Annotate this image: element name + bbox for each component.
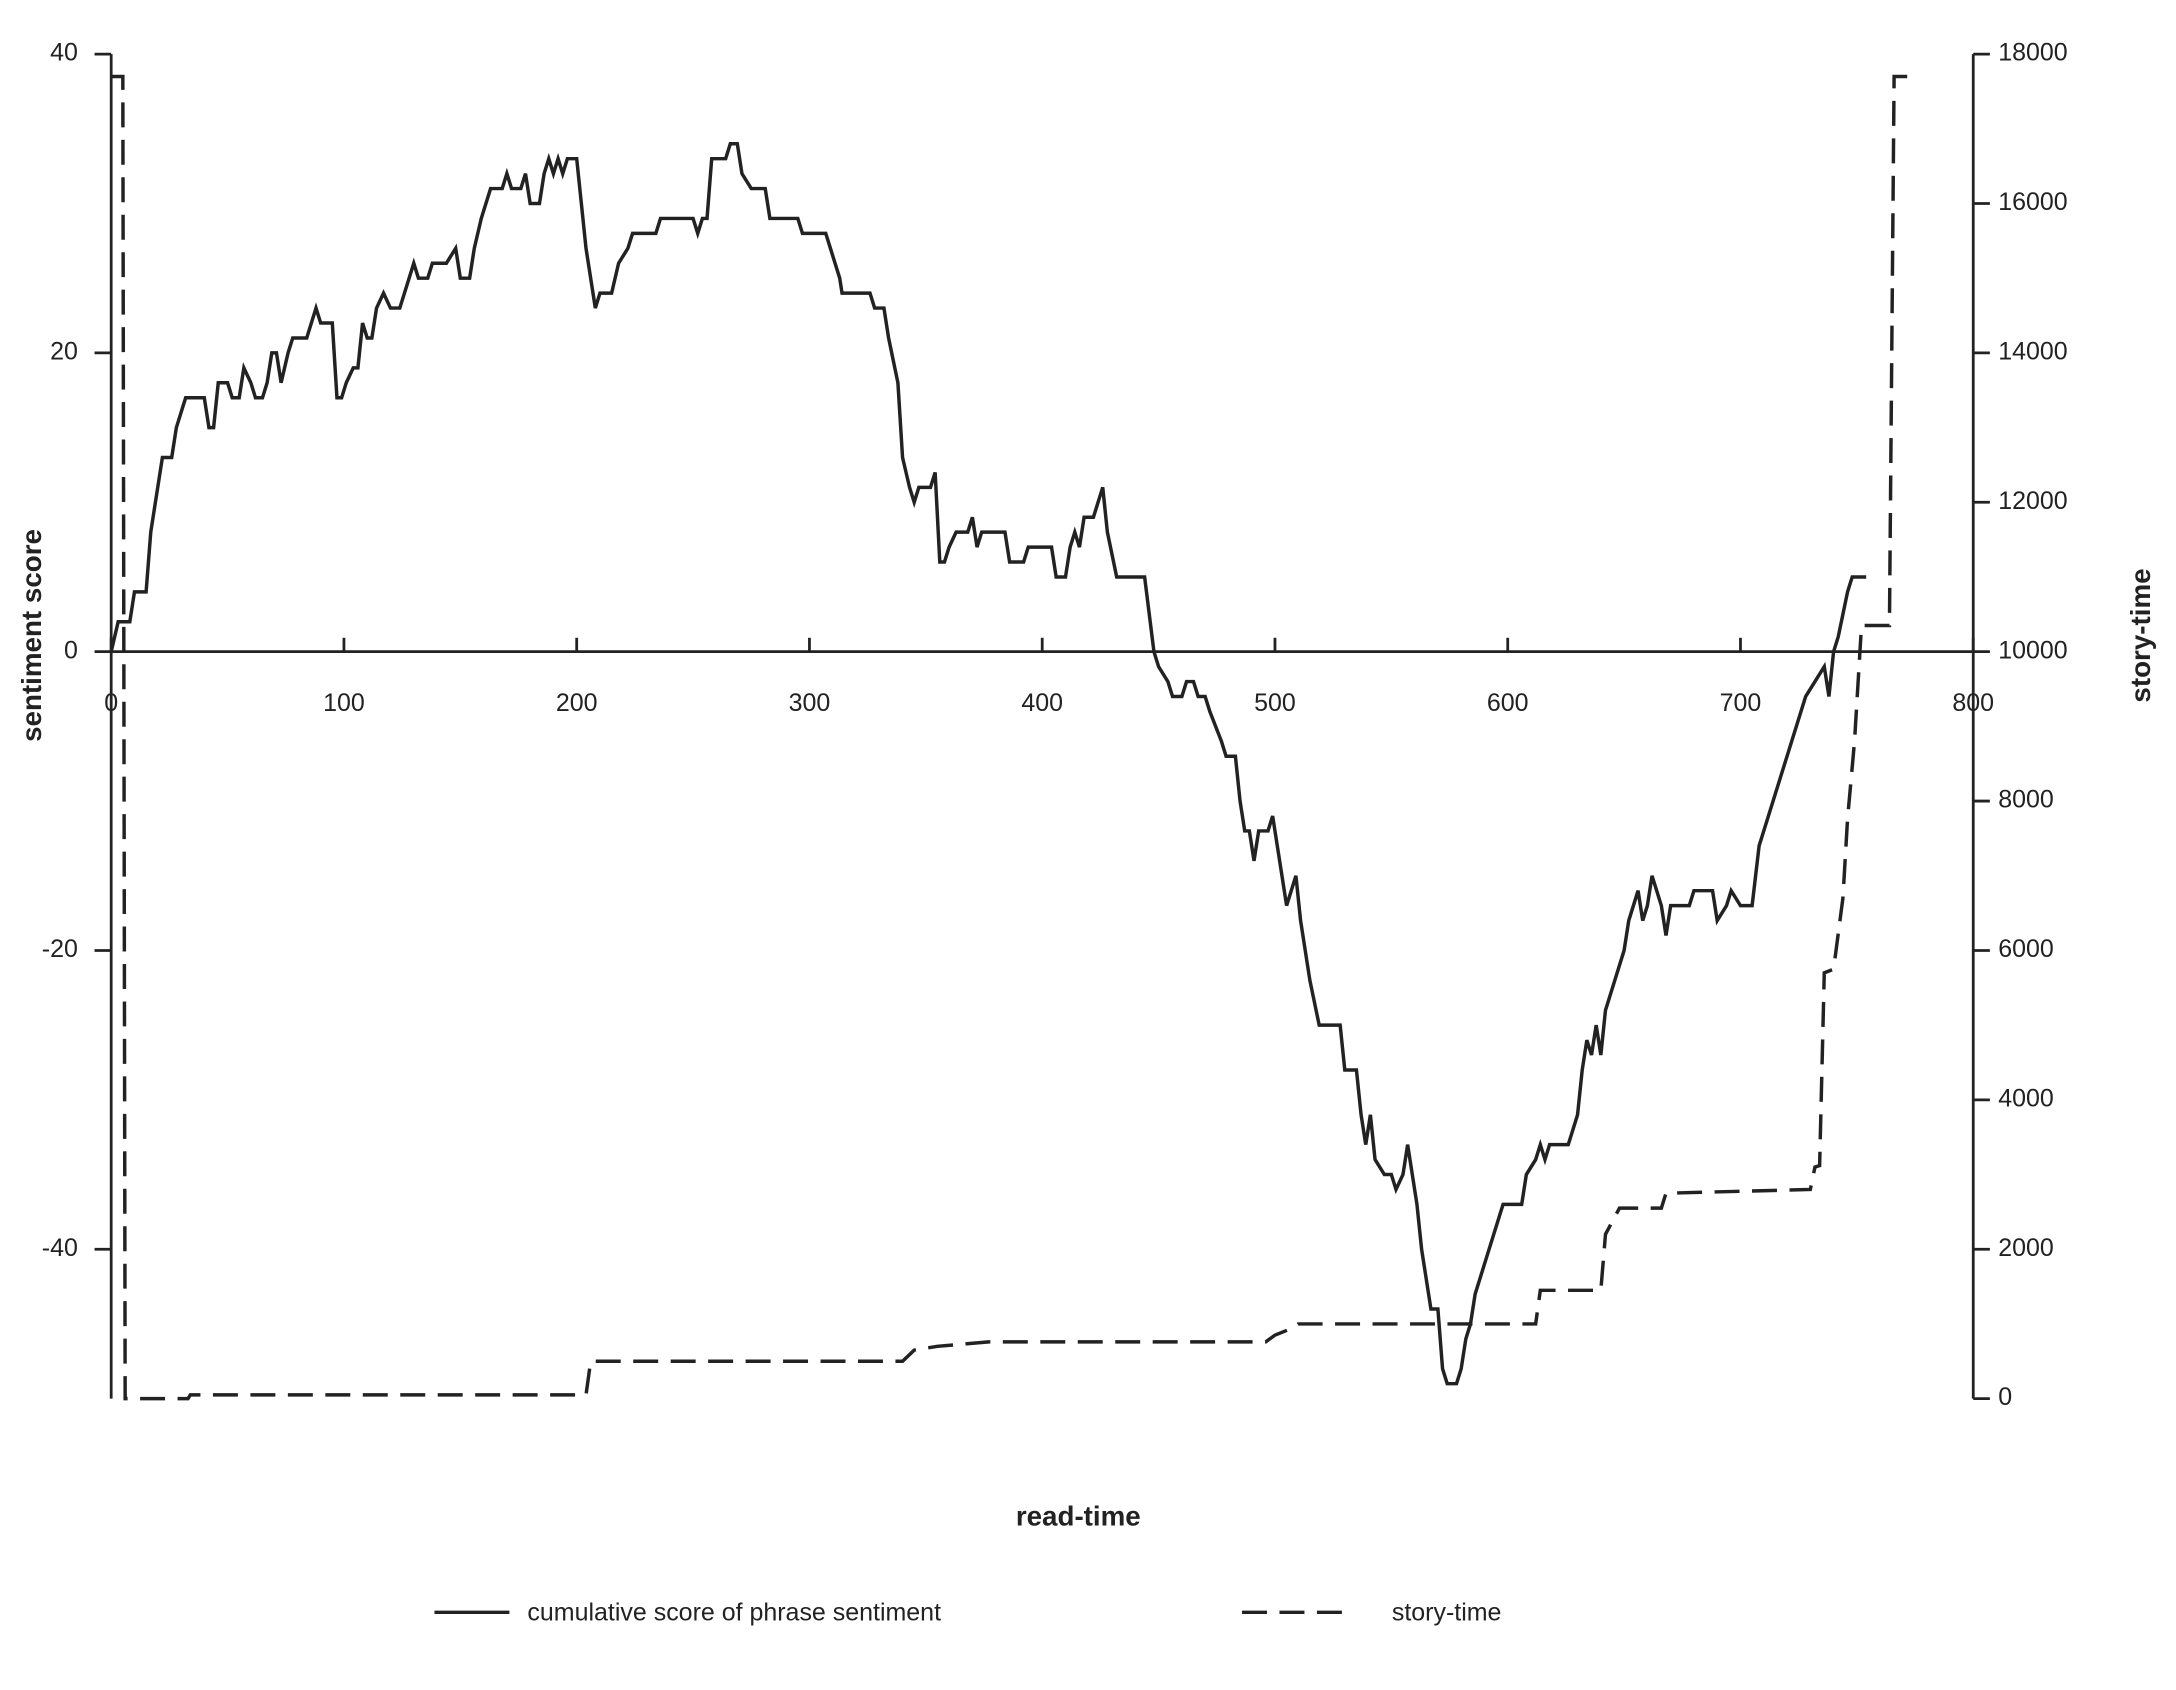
y2-axis-label: story-time <box>2125 568 2156 702</box>
legend-label: cumulative score of phrase sentiment <box>527 1598 941 1626</box>
y2-tick-label: 10000 <box>1998 636 2067 664</box>
x-tick-label: 0 <box>104 689 118 717</box>
series-line <box>111 74 1909 1401</box>
x-tick-label: 300 <box>789 689 831 717</box>
series-line <box>109 142 1867 1386</box>
y-tick-label: -40 <box>42 1234 78 1262</box>
x-tick-label: 600 <box>1487 689 1529 717</box>
y2-tick-label: 12000 <box>1998 487 2067 515</box>
legend-label: story-time <box>1392 1598 1502 1626</box>
y2-tick-label: 2000 <box>1998 1234 2054 1262</box>
x-axis-label: read-time <box>1016 1500 1141 1531</box>
y2-tick-label: 8000 <box>1998 786 2054 814</box>
y-tick-label: -20 <box>42 935 78 963</box>
x-tick-label: 500 <box>1254 689 1296 717</box>
y2-tick-label: 4000 <box>1998 1084 2054 1112</box>
x-tick-label: 400 <box>1021 689 1063 717</box>
y-tick-label: 20 <box>50 337 78 365</box>
x-tick-label: 800 <box>1952 689 1994 717</box>
y2-tick-label: 18000 <box>1998 39 2067 67</box>
x-tick-label: 700 <box>1720 689 1762 717</box>
x-tick-label: 200 <box>556 689 598 717</box>
y2-tick-label: 16000 <box>1998 188 2067 216</box>
y2-tick-label: 6000 <box>1998 935 2054 963</box>
y-tick-label: 0 <box>64 636 78 664</box>
y-tick-label: 40 <box>50 39 78 67</box>
y2-tick-label: 14000 <box>1998 337 2067 365</box>
y-axis-label: sentiment score <box>16 529 47 742</box>
y2-tick-label: 0 <box>1998 1383 2012 1411</box>
x-tick-label: 100 <box>323 689 365 717</box>
